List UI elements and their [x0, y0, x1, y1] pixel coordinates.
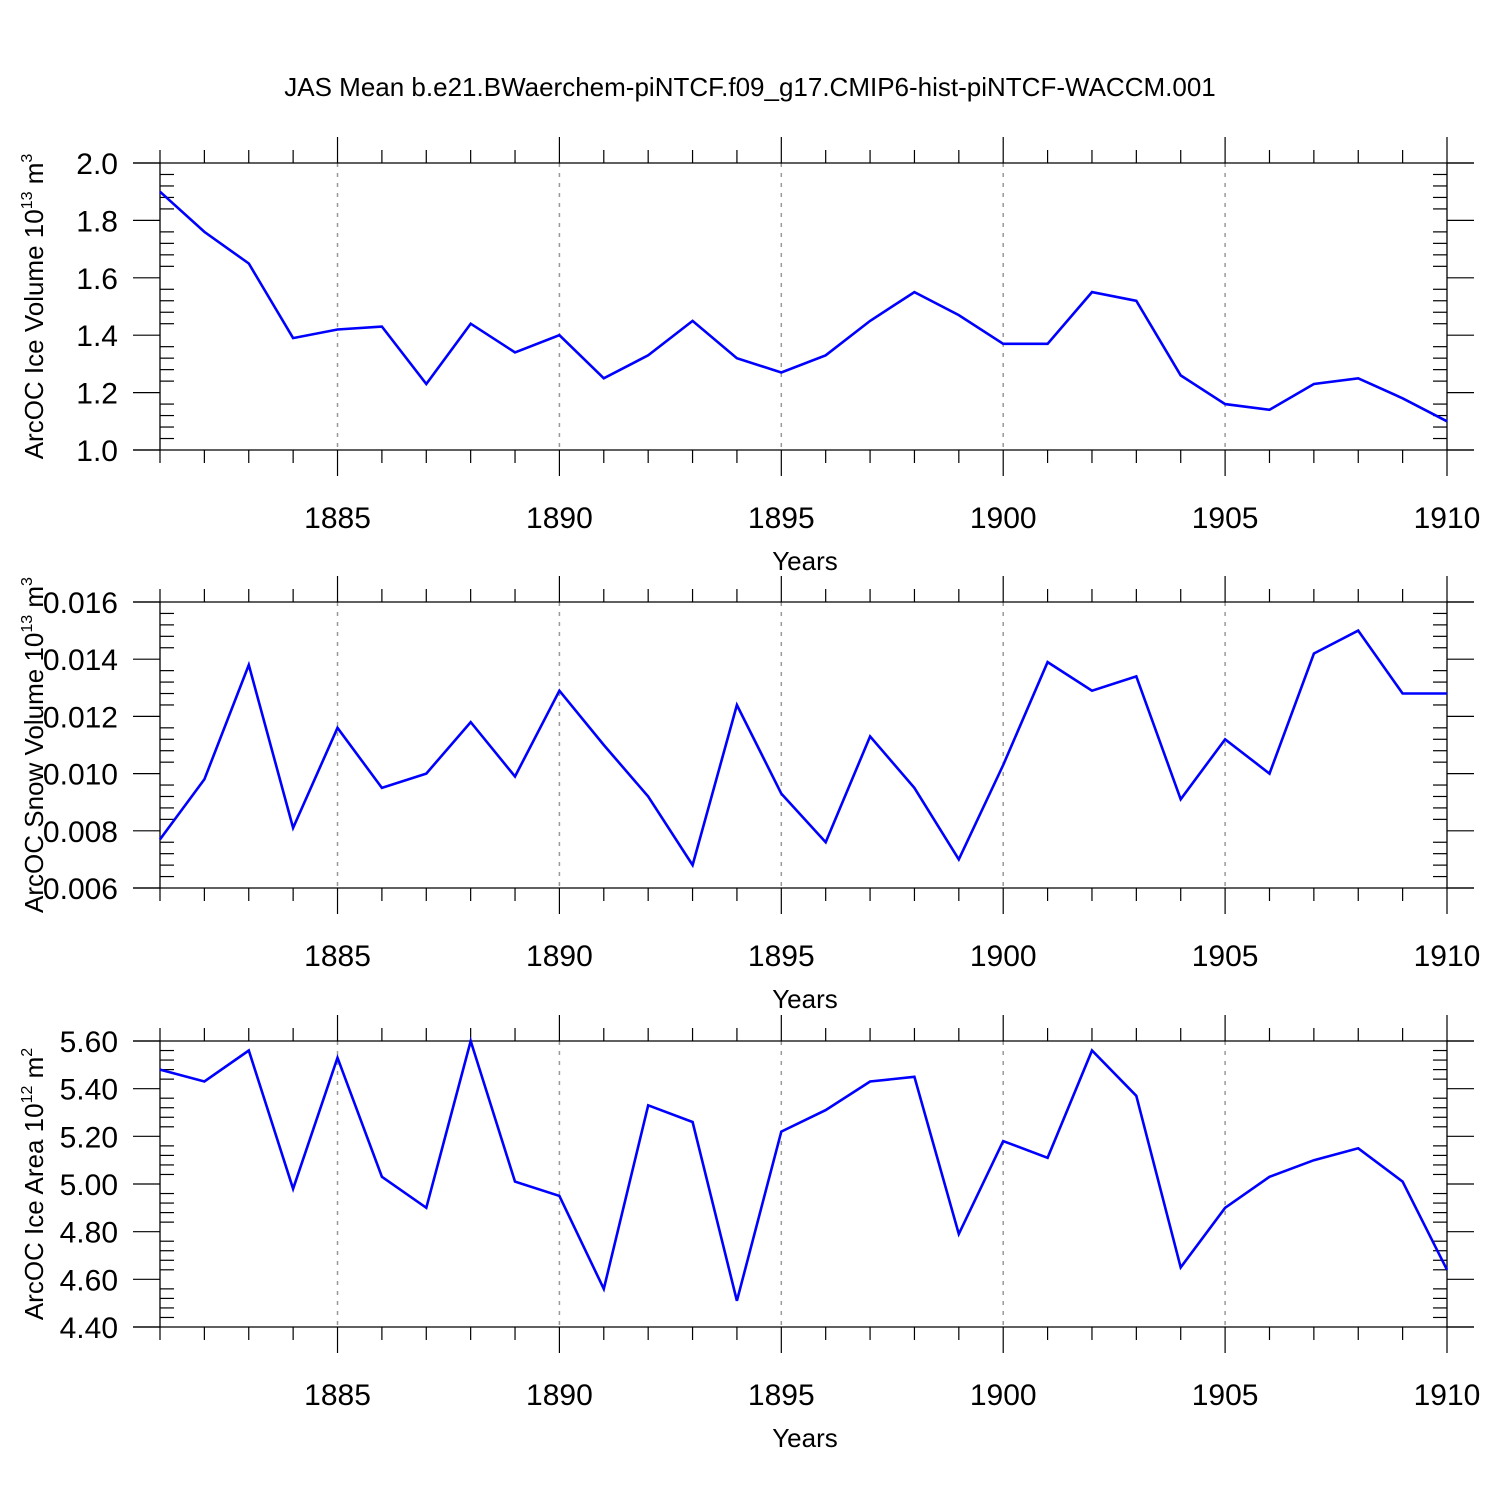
x-tick-label: 1885 [304, 940, 371, 973]
x-tick-label: 1905 [1192, 1379, 1259, 1412]
chart-panels: 1.0 1.2 1.4 1.6 1.8 2.0 1885 1890 1895 1900 1905 19… [19, 137, 1480, 1453]
x-tick-label: 1905 [1192, 940, 1259, 973]
y-tick-label: 5.20 [60, 1121, 118, 1154]
x-tick-label: 1895 [748, 940, 815, 973]
x-tick-label: 1900 [970, 502, 1037, 535]
series-line [159, 190, 1448, 423]
x-tick-label: 1890 [526, 940, 593, 973]
y-tick-label: 0.006 [43, 873, 118, 906]
x-tick-label: 1910 [1414, 1379, 1481, 1412]
x-tick-label: 1885 [304, 1379, 371, 1412]
y-axis-title-main: ArcOC Snow Volume 10 [19, 633, 49, 913]
x-tick-label: 1910 [1414, 502, 1481, 535]
y-axis-title-unit: m [19, 586, 49, 615]
y-tick-label: 0.012 [43, 701, 118, 734]
y-tick-label: 4.80 [60, 1217, 118, 1250]
figure-title: JAS Mean b.e21.BWaerchem-piNTCF.f09_g17.… [284, 72, 1215, 102]
y-tick-label: 5.40 [60, 1074, 118, 1107]
x-tick-label: 1890 [526, 502, 593, 535]
y-axis-title-unit: m [19, 163, 49, 192]
y-tick-label: 4.40 [60, 1312, 118, 1345]
chart-panel-3: 4.40 4.60 4.80 5.00 5.20 5.40 5.60 1885 1890 1895… [19, 1015, 1480, 1453]
y-axis-title-unit-exponent: 3 [19, 154, 36, 163]
y-axis-title: ArcOC Ice Volume 1013 m3 [19, 154, 49, 460]
y-axis-title: ArcOC Snow Volume 1013 m3 [19, 577, 49, 913]
chart-panel-2: 0.006 0.008 0.010 0.012 0.014 0.016 1885 1890 18… [19, 576, 1480, 1014]
y-axis-title: ArcOC Ice Area 1012 m2 [19, 1048, 49, 1320]
y-tick-label: 0.016 [43, 587, 118, 620]
y-tick-label: 0.008 [43, 816, 118, 849]
x-tick-label: 1900 [970, 940, 1037, 973]
y-axis-title-unit: m [19, 1057, 49, 1086]
y-tick-label: 1.6 [76, 263, 118, 296]
y-tick-label: 1.4 [76, 320, 118, 353]
x-axis-title: Years [772, 546, 838, 576]
series-line [158, 628, 1447, 869]
y-axis-title-exponent: 12 [19, 1086, 36, 1104]
y-tick-label: 5.60 [60, 1026, 118, 1059]
x-axis-title: Years [772, 1423, 838, 1453]
y-tick-label: 0.014 [43, 644, 118, 677]
y-axis-title-exponent: 13 [19, 191, 36, 209]
y-tick-label: 4.60 [60, 1264, 118, 1297]
x-tick-label: 1895 [748, 1379, 815, 1412]
x-tick-label: 1885 [304, 502, 371, 535]
y-axis-title-unit-exponent: 2 [19, 1048, 36, 1057]
x-tick-label: 1900 [970, 1379, 1037, 1412]
y-axis-title-main: ArcOC Ice Volume 10 [19, 209, 49, 459]
x-tick-label: 1895 [748, 502, 815, 535]
y-tick-label: 5.00 [60, 1169, 118, 1202]
y-tick-label: 2.0 [76, 148, 118, 181]
x-tick-label: 1910 [1414, 940, 1481, 973]
y-tick-label: 0.010 [43, 759, 118, 792]
y-axis-title-exponent: 13 [19, 615, 36, 633]
x-axis-title: Years [772, 984, 838, 1014]
series-line [159, 1036, 1449, 1302]
y-tick-label: 1.2 [76, 378, 118, 411]
chart-panel-1: 1.0 1.2 1.4 1.6 1.8 2.0 1885 1890 1895 1900 1905 19… [19, 137, 1480, 576]
y-axis-title-main: ArcOC Ice Area 10 [19, 1103, 49, 1320]
y-axis-title-unit-exponent: 3 [19, 577, 36, 586]
x-tick-label: 1905 [1192, 502, 1259, 535]
y-tick-label: 1.8 [76, 205, 118, 238]
x-tick-label: 1890 [526, 1379, 593, 1412]
y-tick-label: 1.0 [76, 435, 118, 468]
